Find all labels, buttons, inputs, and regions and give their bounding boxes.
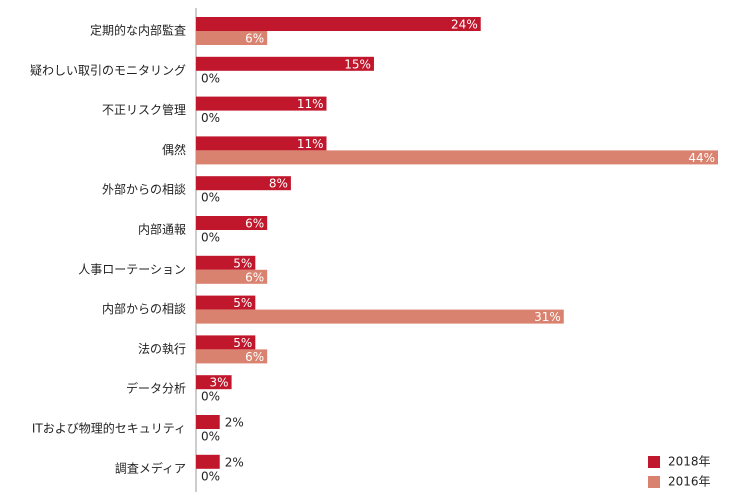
bar (196, 309, 564, 324)
bar (196, 375, 232, 390)
value-label: 3% (210, 376, 229, 390)
value-label: 5% (233, 336, 252, 350)
bar (196, 17, 481, 31)
value-label: 0% (201, 111, 220, 125)
bar (196, 216, 268, 230)
category-label: 偶然 (162, 142, 186, 157)
category-label: 人事ローテーション (78, 262, 186, 276)
legend-swatch (648, 456, 660, 468)
category-label: 内部通報 (138, 222, 186, 237)
value-label: 15% (344, 57, 371, 71)
value-label: 0% (201, 469, 220, 483)
bar (196, 150, 718, 165)
category-label: 内部からの相談 (102, 301, 186, 316)
value-label: 5% (233, 256, 252, 270)
bar (196, 349, 268, 364)
value-label: 6% (245, 217, 264, 231)
value-label: 0% (201, 390, 220, 404)
bar (196, 31, 268, 45)
value-label: 0% (201, 430, 220, 444)
value-label: 6% (245, 32, 264, 46)
bar (196, 255, 256, 270)
bar (196, 96, 327, 111)
bar (196, 295, 256, 310)
value-label: 5% (233, 296, 252, 310)
value-label: 6% (245, 350, 264, 364)
value-label: 2% (225, 455, 244, 469)
category-label: 外部からの相談 (102, 182, 186, 197)
value-label: 11% (297, 137, 324, 151)
value-label: 24% (451, 18, 478, 32)
value-label: 0% (201, 71, 220, 85)
value-label: 8% (269, 177, 288, 191)
value-label: 44% (688, 151, 715, 165)
category-label: 疑わしい取引のモニタリング (30, 62, 186, 77)
bar (196, 136, 327, 151)
bar (196, 454, 220, 469)
bar (196, 335, 256, 350)
bar (196, 56, 374, 71)
value-label: 6% (245, 270, 264, 284)
bar (196, 415, 220, 429)
category-label: 調査メディア (115, 460, 186, 475)
legend-label: 2016年 (668, 475, 711, 489)
value-label: 0% (201, 231, 220, 245)
category-label: 法の執行 (138, 342, 186, 356)
category-label: 定期的な内部監査 (90, 23, 186, 38)
value-label: 11% (297, 97, 324, 111)
category-label: データ分析 (126, 381, 186, 396)
value-label: 31% (534, 310, 561, 324)
value-label: 0% (201, 191, 220, 205)
bar (196, 269, 268, 284)
bar (196, 176, 291, 191)
value-label: 2% (225, 416, 244, 430)
category-label: ITおよび物理的セキュリティ (32, 421, 186, 436)
legend-swatch (648, 476, 660, 488)
legend-label: 2018年 (668, 455, 711, 469)
category-label: 不正リスク管理 (102, 102, 186, 117)
